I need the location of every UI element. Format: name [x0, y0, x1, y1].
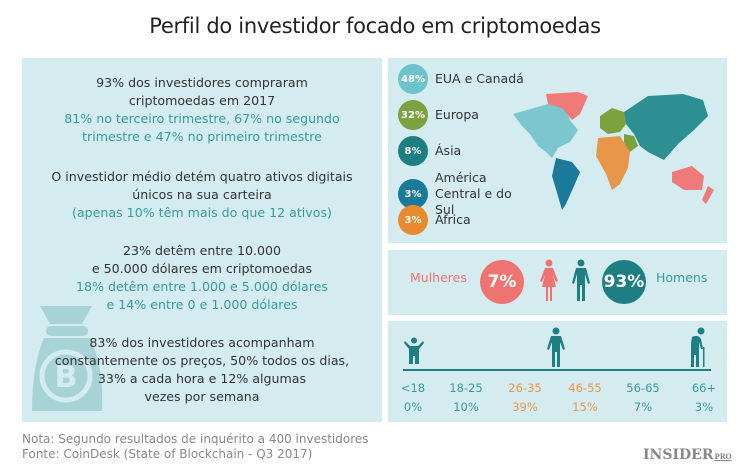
stat-detail: 81% no terceiro trimestre, 67% no segund… [64, 111, 340, 126]
elderly-icon [691, 327, 705, 367]
age-axis-line [403, 369, 711, 371]
stat-detail: (apenas 10% têm mais do que 12 ativos) [72, 205, 332, 220]
age-pct-label: 10% [453, 400, 479, 414]
stat-headline: 33% a cada hora e 12% algumas [97, 371, 307, 386]
stat-headline: e 50.000 dólares em criptomoedas [91, 261, 313, 276]
woman-icon [540, 259, 558, 301]
legend-pct: 48% [398, 64, 428, 94]
legend-item-europe: 32% Europa [398, 100, 479, 130]
legend-pct: 32% [398, 100, 428, 130]
age-range-label: 26-35 [508, 381, 542, 395]
legend-item-africa: 3% África [398, 205, 471, 235]
stat-detail: trimestre e 47% no primeiro trimestre [82, 129, 322, 144]
map-oceania [672, 166, 714, 204]
stat-headline: 83% dos investidores acompanham [89, 335, 315, 350]
age-range-label: 18-25 [449, 381, 483, 395]
legend-label: EUA e Canadá [435, 71, 524, 86]
stat-headline: O investidor médio detém quatro ativos d… [51, 169, 353, 184]
legend-label: América Central e do Sul [435, 170, 512, 217]
gender-panel: Mulheres 7% 93% Homens [388, 250, 727, 315]
men-pct: 93% [602, 260, 646, 304]
age-panel: <18 0% 18-25 10% 26-35 39% 46-55 15% 56-65 7% 66+ 3… [388, 321, 727, 422]
bitcoin-bag-icon: B [32, 306, 103, 411]
map-europe [600, 108, 638, 152]
map-greenland [546, 92, 588, 120]
legend-label: Ásia [435, 143, 462, 158]
age-pct-label: 15% [572, 400, 598, 414]
map-north-america [513, 104, 578, 158]
legend-item-latin-america: 3% América Central e do Sul [398, 170, 525, 218]
stat-detail: e 14% entre 0 e 1.000 dólares [106, 297, 298, 312]
stat-headline: 93% dos investidores compraram [96, 75, 308, 90]
stat-holdings: 23% detêm entre 10.000 e 50.000 dólares … [22, 242, 382, 314]
region-panel: 48% EUA e Canadá 32% Europa 8% Ásia 3% A… [388, 58, 727, 243]
world-map [513, 92, 714, 210]
men-label: Homens [656, 270, 708, 285]
age-range-label: 56-65 [626, 381, 660, 395]
legend-label: África [435, 212, 471, 227]
age-range-label: 66+ [691, 381, 717, 395]
stat-headline: criptomoedas em 2017 [128, 93, 276, 108]
svg-text:B: B [55, 360, 78, 395]
age-pct-label: 0% [403, 400, 423, 414]
legend-label: Europa [435, 107, 479, 122]
map-asia [624, 94, 708, 160]
page-title: Perfil do investidor focado em criptomoe… [149, 14, 601, 38]
stat-headline: únicos na sua carteira [132, 187, 272, 202]
adult-icon [547, 327, 565, 367]
footnote: Nota: Segundo resultados de inquérito a … [22, 432, 369, 446]
legend-pct: 8% [398, 136, 428, 166]
age-pct-label: 3% [694, 400, 714, 414]
women-label: Mulheres [410, 270, 467, 285]
legend-pct: 3% [398, 179, 428, 209]
age-pct-label: 39% [512, 400, 538, 414]
man-icon [572, 259, 590, 301]
map-south-america [552, 158, 580, 210]
age-pct-label: 7% [633, 400, 653, 414]
insider-pro-logo: INSIDERPRO [643, 447, 732, 463]
source: Fonte: CoinDesk (State of Blockchain - Q… [22, 447, 313, 461]
stat-headline: 23% detêm entre 10.000 [122, 243, 282, 258]
legend-item-asia: 8% Ásia [398, 136, 461, 166]
stat-headline: constantemente os preços, 50% todos os d… [54, 353, 350, 368]
age-range-label: <18 [400, 381, 426, 395]
map-africa [596, 136, 630, 190]
stat-tracking: 83% dos investidores acompanham constant… [22, 334, 382, 406]
legend-pct: 3% [398, 205, 428, 235]
women-pct: 7% [480, 260, 524, 304]
age-range-label: 46-55 [568, 381, 602, 395]
stat-detail: 18% detêm entre 1.000 e 5.000 dólares [75, 279, 328, 294]
child-icon [404, 337, 424, 364]
stat-purchases: 93% dos investidores compraram criptomoe… [22, 74, 382, 146]
stats-panel: B 93% dos investidores compraram criptom… [22, 58, 382, 422]
stat-headline: vezes por semana [144, 389, 260, 404]
legend-item-north-america: 48% EUA e Canadá [398, 64, 524, 94]
stat-assets: O investidor médio detém quatro ativos d… [22, 168, 382, 222]
